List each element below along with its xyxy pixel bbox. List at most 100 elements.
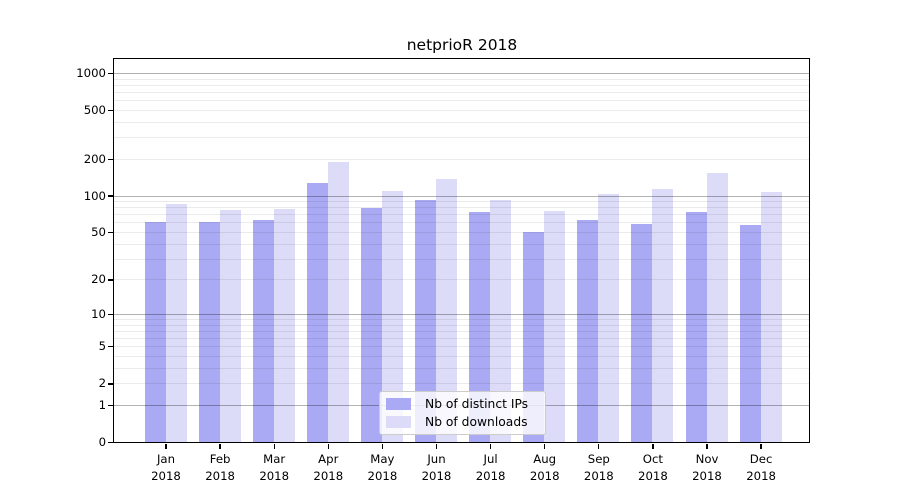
gridline-minor: [114, 383, 809, 385]
bar-downloads-mar: [273, 209, 295, 442]
y-tick-label: 50: [91, 224, 106, 239]
x-tick-label: Nov 2018: [692, 452, 722, 483]
x-tick-label: May 2018: [367, 452, 398, 483]
x-tick-mark: [544, 444, 546, 449]
y-tick-label: 200: [83, 151, 106, 166]
gridline-major: [114, 73, 809, 74]
x-tick-label: Feb 2018: [205, 452, 235, 483]
y-tick-mark: [108, 109, 113, 112]
gridline-minor: [114, 330, 809, 332]
y-tick-label: 1: [98, 397, 106, 412]
chart-title: netprioR 2018: [406, 36, 518, 54]
y-tick-mark: [108, 72, 113, 75]
y-tick-label: 0: [98, 435, 106, 449]
y-tick-mark: [108, 231, 113, 234]
x-tick-label: Sep 2018: [583, 452, 614, 483]
x-tick-label: Jul 2018: [475, 452, 506, 483]
x-tick-mark: [381, 444, 384, 449]
bar-distinct-ips-dec: [739, 225, 761, 442]
gridline-major: [114, 313, 809, 315]
bar-distinct-ips-oct: [631, 224, 653, 442]
x-tick-mark: [219, 444, 221, 449]
y-tick-label: 1000: [76, 66, 106, 80]
bar-downloads-apr: [327, 161, 349, 442]
bar-downloads-aug: [544, 210, 566, 442]
gridline-minor: [114, 356, 809, 358]
y-tick-label: 20: [91, 272, 106, 287]
x-tick-label: Oct 2018: [638, 452, 668, 483]
bar-downloads-may: [381, 190, 403, 442]
y-tick-mark: [108, 158, 113, 160]
x-tick-label: Aug 2018: [529, 452, 560, 483]
gridline-minor: [114, 258, 809, 260]
gridline-minor: [114, 137, 809, 139]
gridline-minor: [114, 367, 809, 369]
x-tick-mark: [489, 444, 492, 449]
gridline-minor: [114, 222, 809, 224]
gridline-minor: [114, 84, 809, 86]
legend: Nb of distinct IPs Nb of downloads: [379, 391, 546, 435]
x-tick-mark: [273, 444, 275, 449]
gridline-minor: [114, 319, 809, 321]
gridline-minor: [114, 121, 809, 123]
bar-distinct-ips-aug: [523, 232, 545, 442]
x-tick-mark: [598, 444, 600, 449]
gridline-minor: [114, 338, 809, 340]
y-tick-label: 500: [83, 102, 106, 117]
legend-label-downloads: Nb of downloads: [425, 414, 528, 429]
x-tick-label: Dec 2018: [746, 452, 776, 483]
x-tick-mark: [706, 444, 708, 449]
gridline-minor: [114, 78, 809, 80]
bar-downloads-dec: [760, 191, 782, 442]
legend-item-downloads: Nb of downloads: [386, 415, 541, 429]
x-tick-mark: [165, 444, 167, 449]
y-tick-label: 2: [98, 376, 106, 391]
gridline-minor: [114, 231, 809, 233]
y-tick-mark: [108, 441, 113, 444]
gridline-minor: [114, 92, 809, 94]
y-tick-mark: [108, 346, 113, 348]
y-tick-label: 10: [91, 306, 106, 321]
gridline-minor: [114, 214, 809, 216]
gridline-minor: [114, 207, 809, 209]
y-tick-mark: [108, 404, 113, 407]
bar-distinct-ips-jun: [415, 199, 436, 442]
gridline-minor: [114, 243, 809, 245]
legend-swatch-distinct-ips: [386, 398, 411, 411]
bar-distinct-ips-sep: [577, 219, 599, 442]
x-tick-mark: [327, 444, 329, 449]
gridline-major: [114, 195, 809, 197]
legend-item-distinct-ips: Nb of distinct IPs: [386, 397, 541, 411]
gridline-minor: [114, 279, 809, 281]
bar-downloads-feb: [219, 210, 241, 442]
x-tick-mark: [435, 444, 438, 449]
gridline-minor: [114, 201, 809, 203]
x-tick-mark: [652, 444, 654, 449]
x-tick-label: Apr 2018: [313, 452, 344, 483]
bar-distinct-ips-jan: [144, 221, 166, 442]
x-tick-mark: [760, 444, 762, 449]
y-tick-mark: [108, 279, 113, 281]
bar-downloads-nov: [706, 172, 728, 442]
bar-distinct-ips-jul: [469, 212, 491, 442]
legend-label-distinct-ips: Nb of distinct IPs: [425, 397, 529, 412]
gridline-minor: [114, 346, 809, 348]
bar-downloads-jul: [490, 199, 512, 442]
y-tick-mark: [108, 313, 113, 316]
bar-distinct-ips-may: [360, 207, 382, 442]
y-tick-mark: [108, 383, 113, 385]
plot-area: [113, 58, 810, 443]
bar-downloads-jan: [165, 204, 187, 442]
bar-distinct-ips-nov: [685, 212, 707, 442]
bar-downloads-oct: [652, 188, 674, 442]
bar-distinct-ips-mar: [252, 219, 274, 442]
legend-swatch-downloads: [386, 415, 411, 428]
gridline-minor: [114, 100, 809, 102]
gridline-minor: [114, 158, 809, 160]
bar-distinct-ips-feb: [198, 221, 220, 442]
bar-downloads-sep: [598, 193, 620, 442]
y-tick-mark: [108, 195, 113, 197]
bar-distinct-ips-apr: [306, 182, 328, 442]
bar-downloads-jun: [436, 178, 457, 442]
